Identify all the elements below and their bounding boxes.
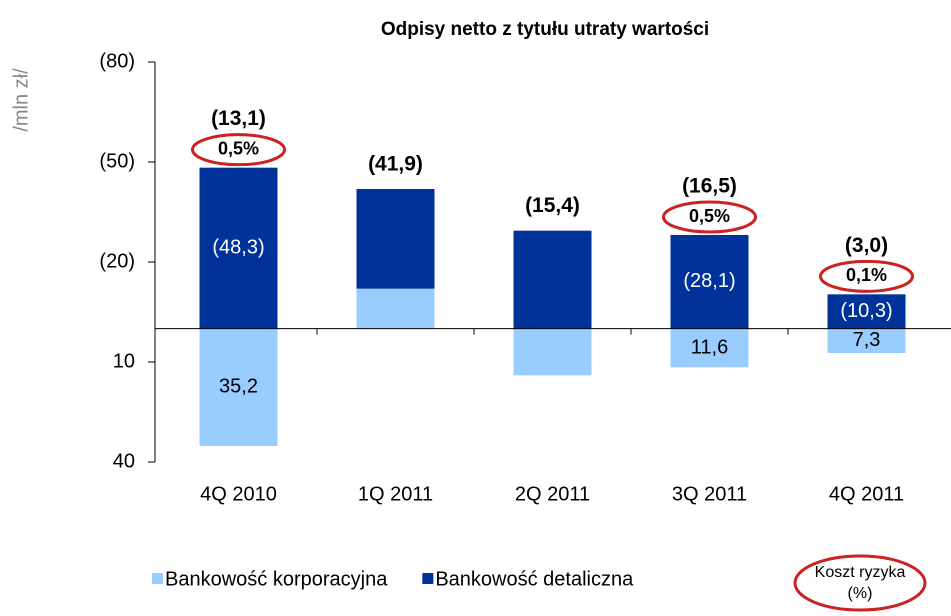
bar-segment — [199, 167, 278, 329]
value-label: (48,3) — [212, 236, 264, 258]
bar-segment — [827, 328, 906, 353]
legend-swatch — [422, 573, 434, 584]
x-tick-label: 1Q 2011 — [358, 483, 433, 505]
x-tick-label: 4Q 2011 — [829, 483, 904, 505]
risk-circle — [191, 133, 286, 167]
risk-cost-label: 0,5% — [689, 206, 730, 226]
total-label: (15,4) — [525, 194, 580, 217]
y-axis-label: /mln zł/ — [10, 68, 32, 132]
total-label: (13,1) — [211, 107, 266, 130]
value-label: 11,6 — [691, 336, 728, 358]
bar-segment — [356, 288, 435, 329]
legend-risk-label: (%) — [848, 585, 873, 602]
legend-label: Bankowość detaliczna — [435, 568, 634, 590]
y-tick-label: (50) — [99, 150, 135, 172]
value-label: 35,2 — [219, 376, 258, 398]
bar-segment — [513, 328, 592, 376]
total-label: (41,9) — [368, 153, 423, 176]
x-tick-label: 4Q 2010 — [200, 483, 277, 505]
x-tick-label: 2Q 2011 — [515, 483, 590, 505]
risk-circle — [662, 200, 757, 234]
legend-risk-circle — [793, 554, 927, 612]
bar-segment — [356, 189, 435, 289]
y-tick-label: 40 — [113, 450, 135, 472]
y-tick-label: 10 — [113, 350, 135, 372]
value-label: (10,3) — [840, 300, 892, 322]
x-tick-label: 3Q 2011 — [672, 483, 747, 505]
legend-risk-label: Koszt ryzyka — [815, 564, 906, 581]
bar-segment — [670, 235, 749, 329]
y-tick-label: (80) — [99, 50, 135, 72]
chart-title: Odpisy netto z tytułu utraty wartości — [381, 19, 709, 40]
total-label: (16,5) — [682, 175, 737, 198]
risk-cost-label: 0,5% — [218, 138, 259, 158]
bar-segment — [513, 230, 592, 329]
risk-circle — [819, 259, 914, 293]
legend-label: Bankowość korporacyjna — [165, 568, 388, 590]
risk-cost-label: 0,1% — [846, 265, 887, 285]
y-tick-label: (20) — [99, 250, 135, 272]
bar-segment — [827, 294, 906, 329]
legend-swatch — [152, 573, 163, 584]
bar-segment — [199, 328, 278, 446]
bar-segment — [670, 328, 749, 368]
value-label: (28,1) — [683, 270, 735, 292]
total-label: (3,0) — [845, 234, 888, 257]
value-label: 7,3 — [853, 329, 881, 351]
